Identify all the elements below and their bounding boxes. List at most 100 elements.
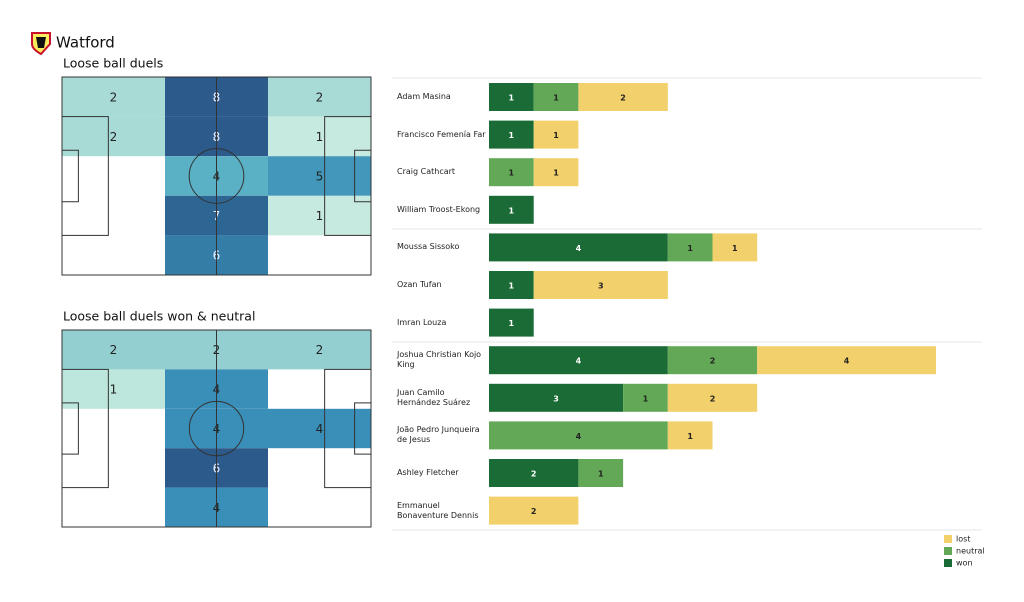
player-name: Adam Masina <box>397 92 451 101</box>
cell-label: 4 <box>316 422 324 436</box>
goal-box <box>61 402 79 455</box>
heat-cell <box>62 116 165 157</box>
cell-label: 5 <box>316 170 324 184</box>
player-name: Moussa Sissoko <box>397 242 460 252</box>
bar-label: 1 <box>553 131 559 140</box>
bar-segment <box>489 233 668 262</box>
bar-label: 1 <box>687 432 693 441</box>
heatmap-title: Loose ball duels <box>63 56 163 71</box>
cell-label: 1 <box>110 383 118 397</box>
bar-label: 2 <box>710 357 716 366</box>
bar-segment <box>578 459 624 487</box>
bar-label: 2 <box>531 470 537 479</box>
centre-circle <box>188 148 245 204</box>
cell-label: 1 <box>316 130 324 144</box>
pitch-lines <box>61 76 372 276</box>
cell-label: 2 <box>110 130 118 144</box>
player-name: Juan Camilo Hernández Suárez <box>397 387 471 407</box>
bar-segment <box>757 346 936 375</box>
player-name: Imran Louza <box>397 317 447 327</box>
bar-label: 1 <box>509 169 515 178</box>
heat-cell <box>268 408 371 449</box>
bar-label: 4 <box>844 357 850 366</box>
bar-segment <box>489 459 579 487</box>
bar-segment <box>489 83 534 111</box>
cell-label: 2 <box>110 343 118 357</box>
bar-label: 1 <box>509 131 515 140</box>
bar-segment <box>489 158 534 187</box>
bar-segment <box>489 308 534 337</box>
group-separators <box>392 77 982 531</box>
legend-label: neutral <box>956 547 985 556</box>
bar-segment <box>533 271 668 299</box>
bar-segment <box>712 233 758 262</box>
bar-label: 3 <box>598 282 604 291</box>
bar-label: 4 <box>576 244 582 253</box>
bar-segment <box>667 233 713 262</box>
bar-segment <box>533 120 579 149</box>
goal-box <box>354 149 372 203</box>
bar-segment <box>533 83 579 111</box>
bar-label: 1 <box>553 169 559 178</box>
player-name: Ashley Fletcher <box>397 468 459 477</box>
cell-label: 1 <box>316 209 324 223</box>
player-name: Ozan Tufan <box>397 280 442 289</box>
bar-label: 1 <box>509 206 515 215</box>
centre-circle <box>188 400 245 457</box>
bar-segment <box>489 496 579 525</box>
bar-label: 1 <box>509 282 515 291</box>
club-logo <box>31 32 51 56</box>
bar-segment <box>623 383 668 412</box>
bar-segment <box>578 83 668 111</box>
bar-label: 4 <box>576 357 582 366</box>
player-name: Craig Cathcart <box>397 167 456 177</box>
bar-label: 1 <box>509 94 515 103</box>
heat-cell <box>62 330 165 370</box>
bar-segment <box>667 346 758 375</box>
bar-label: 1 <box>509 319 515 328</box>
player-name: Joshua Christian Kojo King <box>397 350 482 370</box>
bar-segment <box>489 421 668 450</box>
legend-label: lost <box>956 535 970 544</box>
bar-label: 1 <box>598 470 604 479</box>
bar-label: 3 <box>553 394 559 403</box>
heat-cell <box>62 369 165 409</box>
bar-segment <box>667 421 713 450</box>
player-name: João Pedro Junqueira de Jesus <box>397 425 480 445</box>
bar-label: 1 <box>643 394 649 403</box>
cell-label: 2 <box>110 90 118 104</box>
bar-label: 2 <box>620 94 626 103</box>
goal-box <box>354 402 372 455</box>
bar-segment <box>489 195 534 224</box>
heat-cell <box>268 330 371 370</box>
bar-label: 2 <box>531 507 537 516</box>
bar-segment <box>489 346 668 375</box>
bar-segment <box>489 383 624 412</box>
heat-cell <box>268 195 371 236</box>
bar-segment <box>533 158 579 187</box>
pitch-lines <box>61 329 372 528</box>
player-name: William Troost-Ekong <box>397 204 481 214</box>
bar-label: 2 <box>710 394 716 403</box>
bar-segment <box>489 271 534 299</box>
bar-segment <box>489 120 534 149</box>
cell-label: 2 <box>316 90 324 104</box>
bar-segment <box>667 383 758 412</box>
bar-label: 1 <box>687 244 693 253</box>
bar-label: 1 <box>732 244 738 253</box>
cell-label: 2 <box>316 343 324 357</box>
bar-label: 4 <box>576 432 582 441</box>
legend-swatch <box>944 547 952 555</box>
goal-box <box>61 149 79 203</box>
heat-cell <box>268 77 371 117</box>
heat-cell <box>268 156 371 196</box>
player-name: Francisco Femenía Far <box>397 129 486 139</box>
heat-cell <box>62 77 165 117</box>
legend-swatch <box>944 559 952 567</box>
heatmap-title: Loose ball duels won & neutral <box>63 309 255 324</box>
bar-label: 1 <box>553 94 559 103</box>
legend-label: won <box>956 559 973 568</box>
player-name: Emmanuel Bonaventure Dennis <box>397 500 479 520</box>
